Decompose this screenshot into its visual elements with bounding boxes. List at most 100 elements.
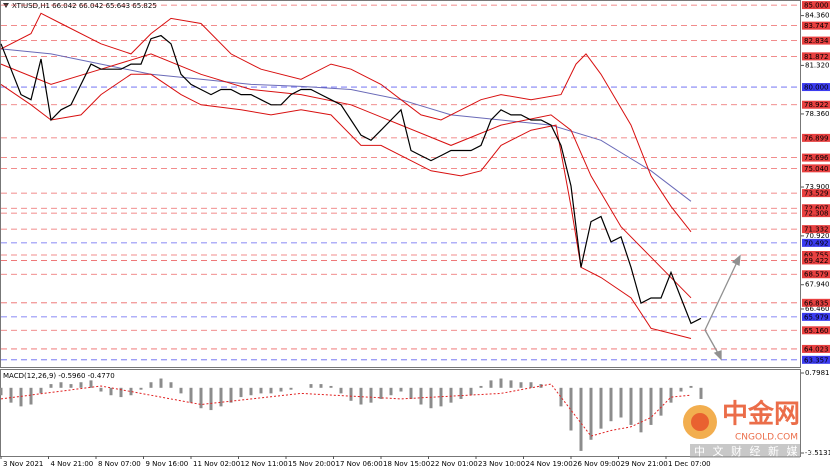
histogram-bar bbox=[199, 387, 203, 409]
level-label: 85.000 bbox=[804, 2, 829, 10]
histogram-bar bbox=[89, 380, 93, 388]
level-label: 82.834 bbox=[804, 37, 829, 45]
histogram-bar bbox=[179, 387, 183, 394]
level-label-box bbox=[802, 238, 830, 247]
chart-title: XTIUSD,H1 66.042 66.042 65.643 65.825 bbox=[12, 2, 157, 10]
histogram-bar bbox=[49, 384, 53, 388]
x-tick-label: 17 Nov 06:00 bbox=[336, 460, 383, 468]
level-label-box bbox=[802, 250, 830, 259]
histogram-bar bbox=[309, 384, 313, 388]
histogram-bar bbox=[0, 387, 3, 396]
x-tick-label: 24 Nov 19:00 bbox=[526, 460, 573, 468]
level-label-box bbox=[802, 21, 830, 30]
level-label: 64.023 bbox=[804, 345, 829, 353]
x-tick-label: 3 Nov 2021 bbox=[3, 460, 43, 468]
x-tick-label: 1 Dec 07:00 bbox=[668, 460, 711, 468]
histogram-bar bbox=[349, 387, 353, 401]
level-label: 65.979 bbox=[804, 313, 829, 321]
histogram-bar bbox=[589, 387, 593, 440]
level-label-box bbox=[802, 312, 830, 321]
histogram-bar bbox=[259, 387, 263, 394]
histogram-bar bbox=[699, 387, 703, 399]
y-tick-label: 70.920 bbox=[805, 232, 830, 240]
level-label: 69.755 bbox=[804, 251, 829, 259]
histogram-bar bbox=[649, 387, 653, 425]
histogram-bar bbox=[569, 387, 573, 431]
histogram-bar bbox=[319, 384, 323, 388]
level-label: 83.747 bbox=[804, 22, 829, 30]
histogram-bar bbox=[339, 387, 343, 394]
y-tick-label: 84.360 bbox=[805, 12, 830, 20]
level-label: 78.922 bbox=[804, 101, 829, 109]
histogram-bar bbox=[379, 387, 383, 399]
histogram-bar bbox=[579, 387, 583, 451]
histogram-bar bbox=[189, 387, 193, 403]
x-tick-label: 18 Nov 15:00 bbox=[383, 460, 430, 468]
histogram-bar bbox=[359, 387, 363, 405]
main-frame bbox=[0, 0, 801, 368]
symbol-icon bbox=[3, 3, 9, 8]
level-label-box bbox=[802, 225, 830, 234]
histogram-bar bbox=[679, 387, 683, 392]
histogram-bar bbox=[659, 387, 663, 416]
histogram-bar bbox=[689, 385, 693, 388]
level-label-box bbox=[802, 270, 830, 279]
level-label: 76.899 bbox=[804, 134, 829, 142]
histogram-bar bbox=[109, 387, 113, 396]
level-label-box bbox=[802, 344, 830, 353]
level-label-box bbox=[802, 164, 830, 173]
level-label-box bbox=[802, 256, 830, 265]
slogan-band bbox=[690, 444, 800, 458]
level-label: 81.872 bbox=[804, 53, 829, 61]
histogram-bar bbox=[239, 387, 243, 398]
level-label-box bbox=[802, 83, 830, 92]
series-line bbox=[0, 48, 692, 202]
x-tick-label: 8 Nov 07:00 bbox=[98, 460, 141, 468]
histogram-bar bbox=[9, 387, 13, 403]
level-label: 75.696 bbox=[804, 154, 829, 162]
histogram-bar bbox=[639, 387, 643, 433]
series-line bbox=[0, 53, 692, 299]
level-label: 68.579 bbox=[804, 271, 829, 279]
histogram-bar bbox=[79, 382, 83, 388]
y-tick-label: 73.900 bbox=[805, 183, 830, 191]
level-label: 72.308 bbox=[804, 210, 829, 218]
histogram-bar bbox=[19, 387, 23, 407]
level-label-box bbox=[802, 355, 830, 364]
histogram-bar bbox=[279, 387, 283, 392]
histogram-bar bbox=[229, 387, 233, 403]
level-label: 65.160 bbox=[804, 327, 829, 335]
histogram-bar bbox=[609, 387, 613, 422]
histogram-bar bbox=[419, 387, 423, 405]
level-label-box bbox=[802, 153, 830, 162]
y-tick-label: 0.7981 bbox=[805, 369, 830, 377]
histogram-bar bbox=[399, 387, 403, 392]
level-label-box bbox=[802, 189, 830, 198]
histogram-bar bbox=[599, 387, 603, 429]
level-label-box bbox=[802, 326, 830, 335]
level-label: 70.492 bbox=[804, 239, 829, 247]
level-label: 75.040 bbox=[804, 165, 829, 173]
macd-frame bbox=[0, 369, 801, 457]
histogram-bar bbox=[619, 387, 623, 418]
watermark-slogan: 中 文 财 经 新 媒 体 bbox=[694, 444, 818, 458]
histogram-bar bbox=[29, 387, 33, 405]
histogram-bar bbox=[149, 382, 153, 388]
histogram-bar bbox=[269, 387, 273, 394]
x-tick-label: 23 Nov 10:00 bbox=[478, 460, 525, 468]
level-label: 72.607 bbox=[804, 205, 829, 213]
level-label: 66.835 bbox=[804, 299, 829, 307]
x-tick-label: 29 Nov 21:00 bbox=[621, 460, 668, 468]
x-tick-label: 12 Nov 11:00 bbox=[241, 460, 288, 468]
arrow-head bbox=[713, 350, 722, 361]
level-label: 80.000 bbox=[804, 84, 829, 92]
level-label: 69.422 bbox=[804, 257, 829, 265]
histogram-bar bbox=[329, 385, 333, 388]
arrow-head bbox=[731, 254, 741, 266]
histogram-bar bbox=[469, 387, 473, 396]
arrow-up bbox=[704, 259, 739, 331]
histogram-bar bbox=[249, 387, 253, 396]
y-tick-label: 66.460 bbox=[805, 305, 830, 313]
histogram-bar bbox=[409, 387, 413, 399]
macd-title: MACD(12,26,9) -0.5960 -0.4770 bbox=[3, 372, 115, 380]
